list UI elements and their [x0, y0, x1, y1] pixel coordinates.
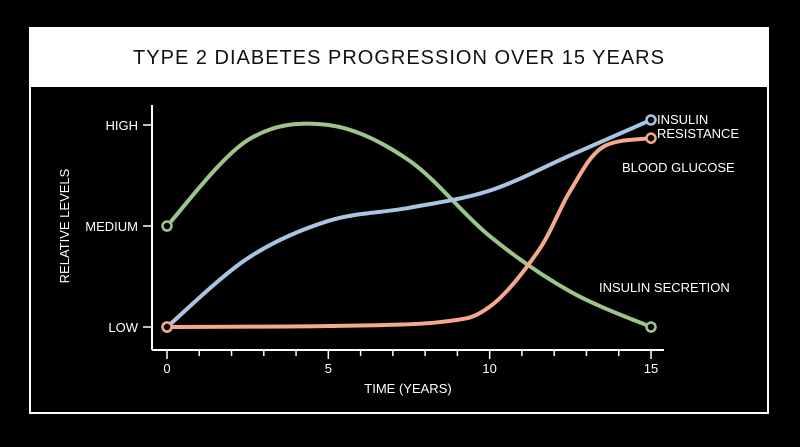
- axes: 0 5 10 15 LOW MEDIUM HIGH: [85, 105, 664, 376]
- series-insulin-secretion-start-marker: [161, 220, 173, 232]
- title-bar: TYPE 2 DIABETES PROGRESSION OVER 15 YEAR…: [31, 29, 767, 87]
- series-label: INSULIN: [657, 112, 708, 127]
- chart-title: TYPE 2 DIABETES PROGRESSION OVER 15 YEAR…: [133, 46, 665, 69]
- x-tick-label: 0: [163, 361, 170, 376]
- x-tick-label: 5: [325, 361, 332, 376]
- series-label: BLOOD GLUCOSE: [622, 160, 735, 175]
- x-axis-label: TIME (YEARS): [364, 381, 451, 396]
- series-insulin-secretion-line: [165, 121, 653, 329]
- series-label: RESISTANCE: [657, 126, 739, 141]
- x-tick-label: 15: [644, 361, 658, 376]
- y-axis-label: RELATIVE LEVELS: [57, 168, 72, 283]
- y-tick-label: MEDIUM: [85, 219, 138, 234]
- series-blood-glucose-end-marker: [645, 132, 657, 144]
- series-label: INSULIN SECRETION: [599, 280, 730, 295]
- series-insulin-secretion-end-marker: [645, 321, 657, 333]
- series-blood-glucose-start-marker: [161, 321, 173, 333]
- series-insulin-resistance-line: [165, 117, 653, 329]
- series-layer: [161, 114, 657, 333]
- series-blood-glucose-line: [165, 136, 653, 329]
- y-tick-label: HIGH: [106, 118, 139, 133]
- series-insulin-resistance-end-marker: [645, 114, 657, 126]
- x-tick-label: 10: [482, 361, 496, 376]
- y-tick-label: LOW: [108, 320, 138, 335]
